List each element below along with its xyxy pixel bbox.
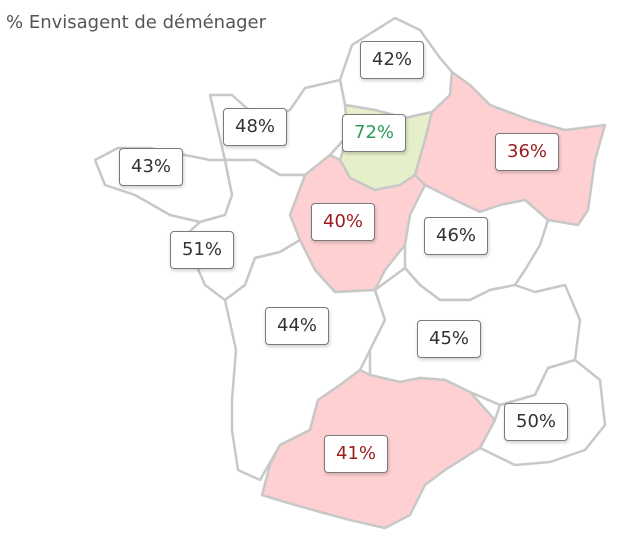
- region-value-bretagne: 43%: [118, 148, 184, 186]
- region-value-bourgogne-franche-comte: 46%: [423, 217, 489, 255]
- region-value-provence-alpes-cote-d-azur: 50%: [503, 403, 569, 441]
- region-value-hauts-de-france: 42%: [359, 41, 425, 79]
- region-value-normandie: 48%: [222, 108, 288, 146]
- region-value-centre-val-de-loire: 40%: [310, 203, 376, 241]
- region-value-pays-de-la-loire: 51%: [169, 231, 235, 269]
- region-value-ile-de-france: 72%: [341, 114, 407, 152]
- region-value-occitanie: 41%: [323, 435, 389, 473]
- region-value-grand-est: 36%: [494, 133, 560, 171]
- map-title: % Envisagent de déménager: [6, 12, 267, 33]
- region-value-nouvelle-aquitaine: 44%: [264, 307, 330, 345]
- region-value-auvergne-rhone-alpes: 45%: [416, 320, 482, 358]
